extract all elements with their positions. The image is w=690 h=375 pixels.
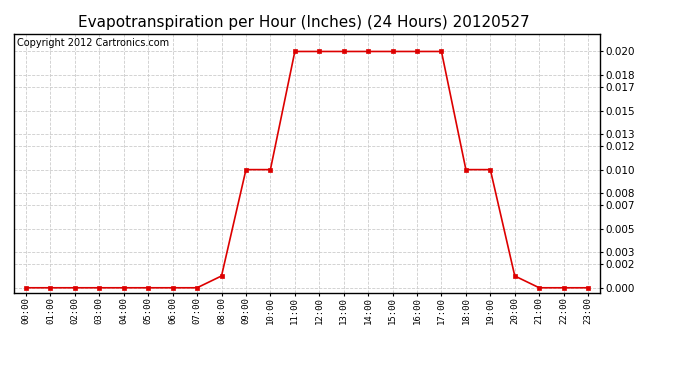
Text: Copyright 2012 Cartronics.com: Copyright 2012 Cartronics.com [17, 38, 169, 48]
Text: Evapotranspiration per Hour (Inches) (24 Hours) 20120527: Evapotranspiration per Hour (Inches) (24… [78, 15, 529, 30]
